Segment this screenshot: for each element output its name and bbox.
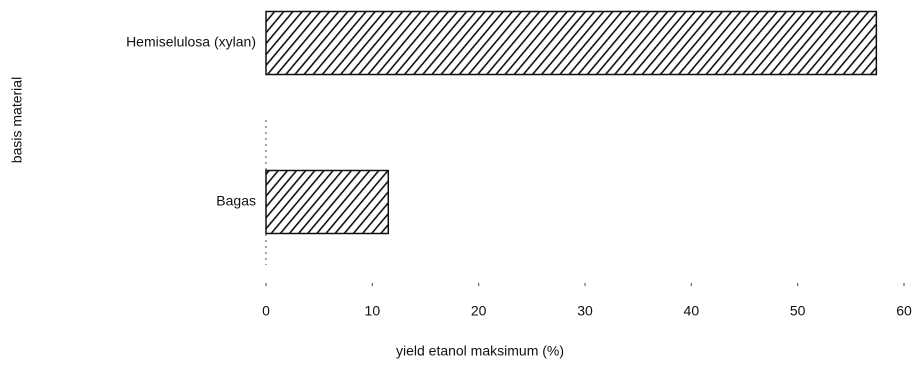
x-tick-label: 60 [896, 303, 912, 319]
bar [265, 10, 878, 76]
bar [265, 169, 390, 235]
y-tick-label: Hemiselulosa (xylan) [126, 34, 256, 50]
x-tick-label: 40 [684, 303, 700, 319]
x-tick-label: 20 [471, 303, 487, 319]
x-axis-label: yield etanol maksimum (%) [396, 343, 564, 359]
x-tick-label: 0 [262, 303, 270, 319]
x-tick-label: 30 [577, 303, 593, 319]
x-tick-label: 10 [365, 303, 381, 319]
y-tick-label: Bagas [216, 193, 256, 209]
y-axis-label: basis material [9, 77, 25, 163]
x-tick-label: 50 [790, 303, 806, 319]
